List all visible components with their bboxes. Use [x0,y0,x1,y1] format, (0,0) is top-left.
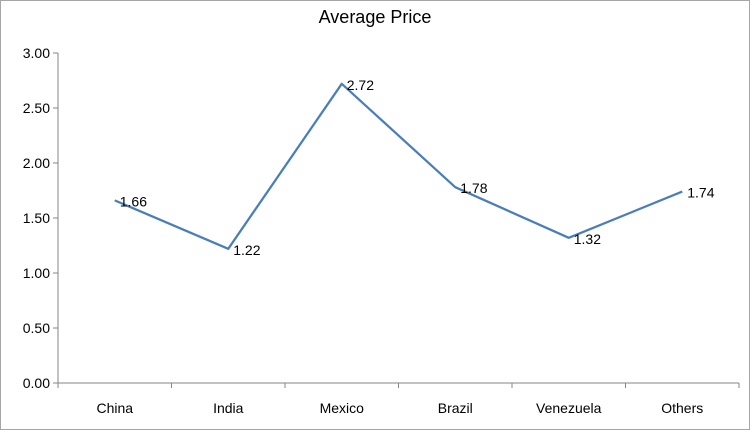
data-label: 1.22 [233,242,260,258]
x-tick-label: Brazil [438,400,473,416]
y-tick-label: 1.50 [23,210,50,226]
y-tick-label: 1.00 [23,265,50,281]
x-tick-label: Venezuela [536,400,602,416]
chart-title: Average Price [319,7,432,27]
y-tick-label: 3.00 [23,45,50,61]
y-axis: 0.00 0.50 1.00 1.50 2.00 2.50 3.00 [23,45,59,391]
data-label: 1.78 [460,180,487,196]
series [114,82,683,250]
x-axis: China India Mexico Brazil Venezuela Others [57,382,740,416]
x-tick-label: Others [661,400,703,416]
y-tick-label: 2.00 [23,155,50,171]
data-label: 1.32 [574,231,601,247]
data-label: 1.74 [687,185,714,201]
y-tick-label: 0.00 [23,375,50,391]
x-tick-label: Mexico [320,400,365,416]
data-labels: 1.66 1.22 2.72 1.78 1.32 1.74 [120,77,715,258]
data-label: 1.66 [120,193,147,209]
x-tick-label: India [213,400,244,416]
x-tick-label: China [96,400,133,416]
data-label: 2.72 [347,77,374,93]
y-tick-label: 2.50 [23,100,50,116]
y-tick-label: 0.50 [23,320,50,336]
series-line [114,82,683,250]
